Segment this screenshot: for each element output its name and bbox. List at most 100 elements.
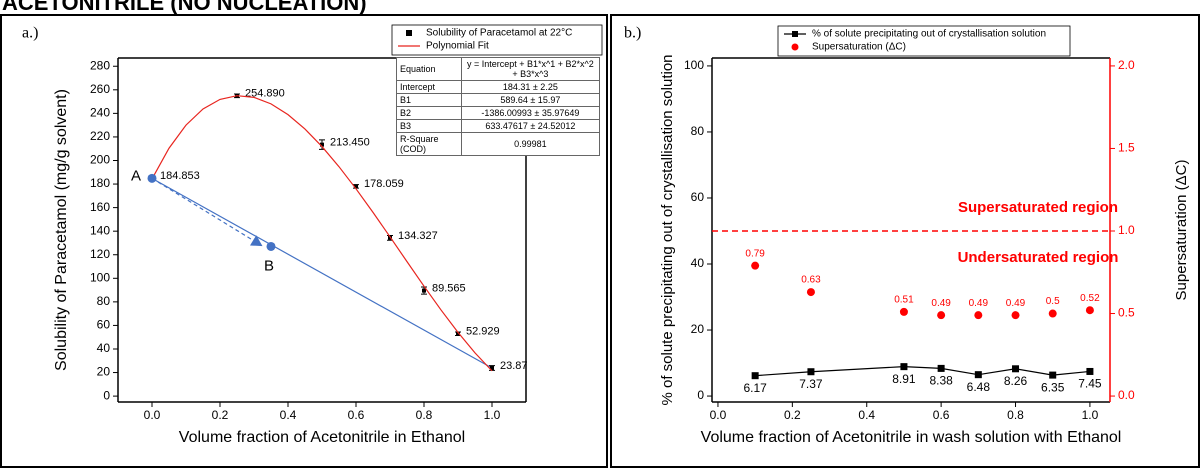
legend-label: Solubility of Paracetamol at 22°C xyxy=(426,28,572,39)
annotation-label: B xyxy=(264,257,274,274)
table-row: B2 -1386.00993 ± 35.97649 xyxy=(396,106,601,120)
data-label: 0.63 xyxy=(801,275,821,286)
y-tick-label: 120 xyxy=(90,247,110,261)
y-tick-label: 80 xyxy=(691,124,705,138)
annotation-label: A xyxy=(131,167,141,184)
data-point xyxy=(937,311,946,320)
x-tick-label: 1.0 xyxy=(1082,408,1099,422)
x-tick-label: 0.8 xyxy=(1007,408,1024,422)
series-line xyxy=(151,95,493,372)
data-point xyxy=(320,142,324,147)
y2-tick-label: 1.0 xyxy=(1118,223,1135,237)
guide-line xyxy=(151,177,258,244)
table-row: Equation y = Intercept + B1*x^1 + B2*x^2 … xyxy=(396,57,601,81)
panel-label: b.) xyxy=(624,25,641,42)
x-tick-label: 0.6 xyxy=(348,408,365,422)
data-label: 6.35 xyxy=(1041,380,1065,394)
y2-axis-label: Supersaturation (ΔC) xyxy=(1173,160,1190,301)
x-axis-label: Volume fraction of Acetonitrile in wash … xyxy=(701,429,1122,446)
y-tick-label: 20 xyxy=(97,365,111,379)
table-cell: Intercept xyxy=(396,80,462,94)
data-point xyxy=(354,184,358,189)
table-cell: y = Intercept + B1*x^1 + B2*x^2 + B3*x^3 xyxy=(460,57,601,81)
y2-tick-label: 1.5 xyxy=(1118,141,1135,155)
data-point xyxy=(1086,367,1094,375)
data-point xyxy=(1012,365,1020,373)
y-axis-label: % of solute precipitating out of crystal… xyxy=(659,54,676,405)
table-row: Intercept 184.31 ± 2.25 xyxy=(396,80,601,94)
legend-marker xyxy=(792,31,798,37)
x-tick-label: 0.4 xyxy=(280,408,297,422)
data-label: 134.327 xyxy=(398,230,438,242)
data-point xyxy=(1049,371,1057,379)
x-tick-label: 0.2 xyxy=(784,408,801,422)
guide-arrow xyxy=(250,235,263,247)
data-label: 8.91 xyxy=(892,372,916,386)
y-tick-label: 260 xyxy=(90,82,110,96)
x-axis-label: Volume fraction of Acetonitrile in Ethan… xyxy=(179,429,465,446)
y-tick-label: 0 xyxy=(103,388,110,402)
data-point xyxy=(1048,309,1057,318)
fit-table: Equation y = Intercept + B1*x^1 + B2*x^2 … xyxy=(396,57,601,156)
y-tick-label: 40 xyxy=(691,256,705,270)
data-point xyxy=(900,363,908,371)
table-row: B1 589.64 ± 15.97 xyxy=(396,93,601,107)
data-label: 184.853 xyxy=(160,170,200,182)
y-tick-label: 20 xyxy=(691,322,705,336)
x-tick-label: 0.8 xyxy=(416,408,433,422)
data-label: 23.87 xyxy=(500,360,528,372)
x-tick-label: 0.6 xyxy=(933,408,950,422)
region-label: Supersaturated region xyxy=(958,199,1118,216)
data-label: 254.890 xyxy=(245,88,285,100)
y-axis-label: Solubility of Paracetamol (mg/g solvent) xyxy=(53,89,70,371)
legend-label: Polynomial Fit xyxy=(426,41,489,52)
table-cell: 0.99981 xyxy=(460,132,601,156)
x-tick-label: 0.4 xyxy=(858,408,875,422)
annotation-point xyxy=(147,173,157,183)
x-tick-label: 1.0 xyxy=(484,408,501,422)
data-point xyxy=(806,288,815,297)
region-label: Undersaturated region xyxy=(958,249,1119,266)
data-label: 178.059 xyxy=(364,178,404,190)
y-tick-label: 240 xyxy=(90,106,110,120)
y2-tick-label: 2.0 xyxy=(1118,58,1135,72)
table-cell: 589.64 ± 15.97 xyxy=(460,93,601,107)
data-point xyxy=(751,372,759,380)
data-point xyxy=(1085,306,1094,315)
y-tick-label: 160 xyxy=(90,200,110,214)
legend-marker xyxy=(406,30,412,36)
data-label: 52.929 xyxy=(466,326,500,338)
legend-label: Supersaturation (ΔC) xyxy=(812,42,906,53)
data-label: 89.565 xyxy=(432,283,466,295)
data-label: 6.48 xyxy=(967,380,991,394)
data-label: 0.49 xyxy=(969,298,989,309)
data-point xyxy=(807,368,815,376)
y-tick-label: 0 xyxy=(697,388,704,402)
data-point xyxy=(974,371,982,379)
y2-tick-label: 0.0 xyxy=(1118,388,1135,402)
series-line xyxy=(755,366,1090,377)
table-row: R-Square (COD) 0.99981 xyxy=(396,132,601,156)
table-cell: B3 xyxy=(396,119,462,133)
data-point xyxy=(1011,311,1020,320)
data-label: 7.37 xyxy=(799,377,823,391)
data-label: 8.26 xyxy=(1004,374,1028,388)
data-label: 0.52 xyxy=(1080,293,1100,304)
data-point xyxy=(456,331,460,336)
guide-line xyxy=(151,177,493,369)
y-tick-label: 200 xyxy=(90,153,110,167)
annotation-point xyxy=(266,241,276,251)
y-tick-label: 180 xyxy=(90,176,110,190)
y-tick-label: 40 xyxy=(97,341,111,355)
data-label: 0.49 xyxy=(931,298,951,309)
data-label: 213.450 xyxy=(330,137,370,149)
y-tick-label: 220 xyxy=(90,129,110,143)
data-point xyxy=(751,261,760,270)
table-cell: Equation xyxy=(396,57,462,81)
table-cell: 633.47617 ± 24.52012 xyxy=(460,119,601,133)
table-row: B3 633.47617 ± 24.52012 xyxy=(396,119,601,133)
table-cell: R-Square (COD) xyxy=(396,132,462,156)
data-point xyxy=(937,364,945,372)
